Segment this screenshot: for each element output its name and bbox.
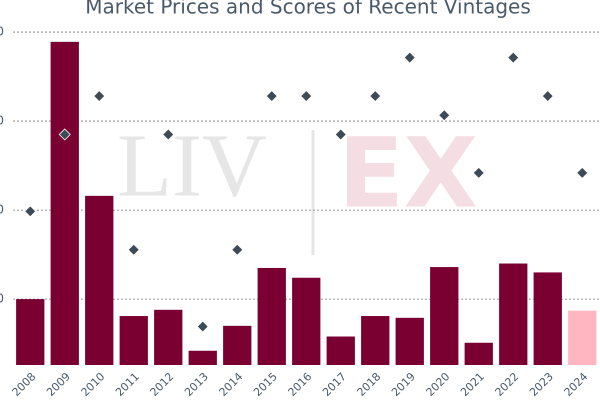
score-marker: [369, 89, 382, 103]
x-tick-label: 2014: [217, 370, 246, 399]
bar: [464, 342, 493, 365]
score-marker: [541, 89, 554, 103]
x-tick-label: 2018: [355, 370, 384, 399]
x-tick-label: 2020: [424, 370, 453, 399]
score-marker: [300, 89, 313, 103]
bar: [361, 316, 390, 365]
bar: [292, 277, 321, 365]
bar: [395, 317, 424, 365]
x-tick-label: 2009: [44, 370, 73, 399]
x-tick-label: 2023: [527, 370, 556, 399]
bar: [223, 325, 252, 365]
watermark: EX: [338, 117, 478, 229]
score-marker: [507, 51, 520, 64]
x-tick-label: 2024: [562, 370, 591, 399]
x-tick-label: 2012: [148, 370, 177, 399]
bar: [430, 267, 459, 365]
x-tick-label: 2022: [493, 370, 522, 399]
bar: [188, 350, 217, 365]
x-tick-label: 2019: [389, 370, 418, 399]
x-tick-label: 2015: [251, 370, 280, 399]
score-marker: [334, 128, 347, 141]
bar: [50, 41, 79, 366]
x-tick-label: 2011: [113, 370, 142, 399]
x-tick-label: 2013: [182, 370, 211, 399]
bar: [499, 263, 528, 365]
score-marker: [576, 166, 589, 179]
score-marker: [403, 51, 416, 64]
chart-title: Market Prices and Scores of Recent Vinta…: [85, 0, 531, 19]
bar: [533, 272, 562, 365]
score-marker: [196, 320, 209, 333]
y-tick-label: 200: [0, 203, 4, 217]
x-tick-label: 2017: [320, 370, 349, 399]
bar: [85, 195, 114, 365]
x-tick-label: 2016: [286, 370, 315, 399]
score-marker: [472, 166, 485, 179]
score-marker: [58, 128, 71, 141]
bar: [16, 299, 45, 365]
y-tick-label: 400: [0, 25, 4, 39]
score-marker: [231, 243, 244, 256]
score-marker: [162, 128, 175, 141]
bar: [326, 336, 355, 365]
y-tick-label: 300: [0, 114, 4, 128]
x-tick-label: 2021: [458, 370, 487, 399]
bar: [257, 267, 286, 365]
score-marker: [93, 89, 106, 103]
watermark: LIV: [117, 117, 267, 216]
y-tick-label: 100: [0, 292, 4, 306]
score-marker: [24, 205, 37, 218]
score-marker: [127, 243, 140, 256]
bar: [119, 316, 148, 365]
score-marker: [438, 109, 451, 122]
bar: [568, 310, 597, 365]
x-tick-label: 2008: [10, 370, 39, 399]
score-marker: [265, 89, 278, 103]
bar: [154, 309, 183, 365]
x-tick-label: 2010: [79, 370, 108, 399]
